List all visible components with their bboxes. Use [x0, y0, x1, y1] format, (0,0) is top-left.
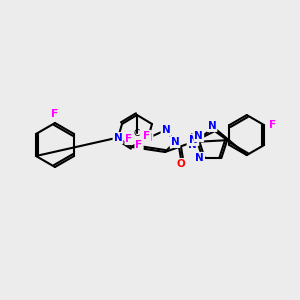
Text: N: N: [194, 131, 203, 141]
Text: F: F: [125, 134, 133, 144]
Text: N: N: [195, 153, 204, 163]
Text: O: O: [177, 159, 185, 169]
Text: N: N: [188, 140, 196, 150]
Text: F: F: [135, 140, 142, 150]
Text: N: N: [171, 137, 179, 147]
Text: F: F: [268, 120, 276, 130]
Text: F: F: [143, 131, 151, 141]
Text: N: N: [114, 133, 122, 143]
Text: F: F: [51, 109, 58, 119]
Text: N: N: [144, 133, 152, 143]
Text: N: N: [189, 135, 198, 145]
Text: C: C: [134, 128, 140, 137]
Text: H: H: [189, 134, 197, 142]
Text: N: N: [208, 121, 216, 131]
Text: N: N: [162, 125, 170, 135]
